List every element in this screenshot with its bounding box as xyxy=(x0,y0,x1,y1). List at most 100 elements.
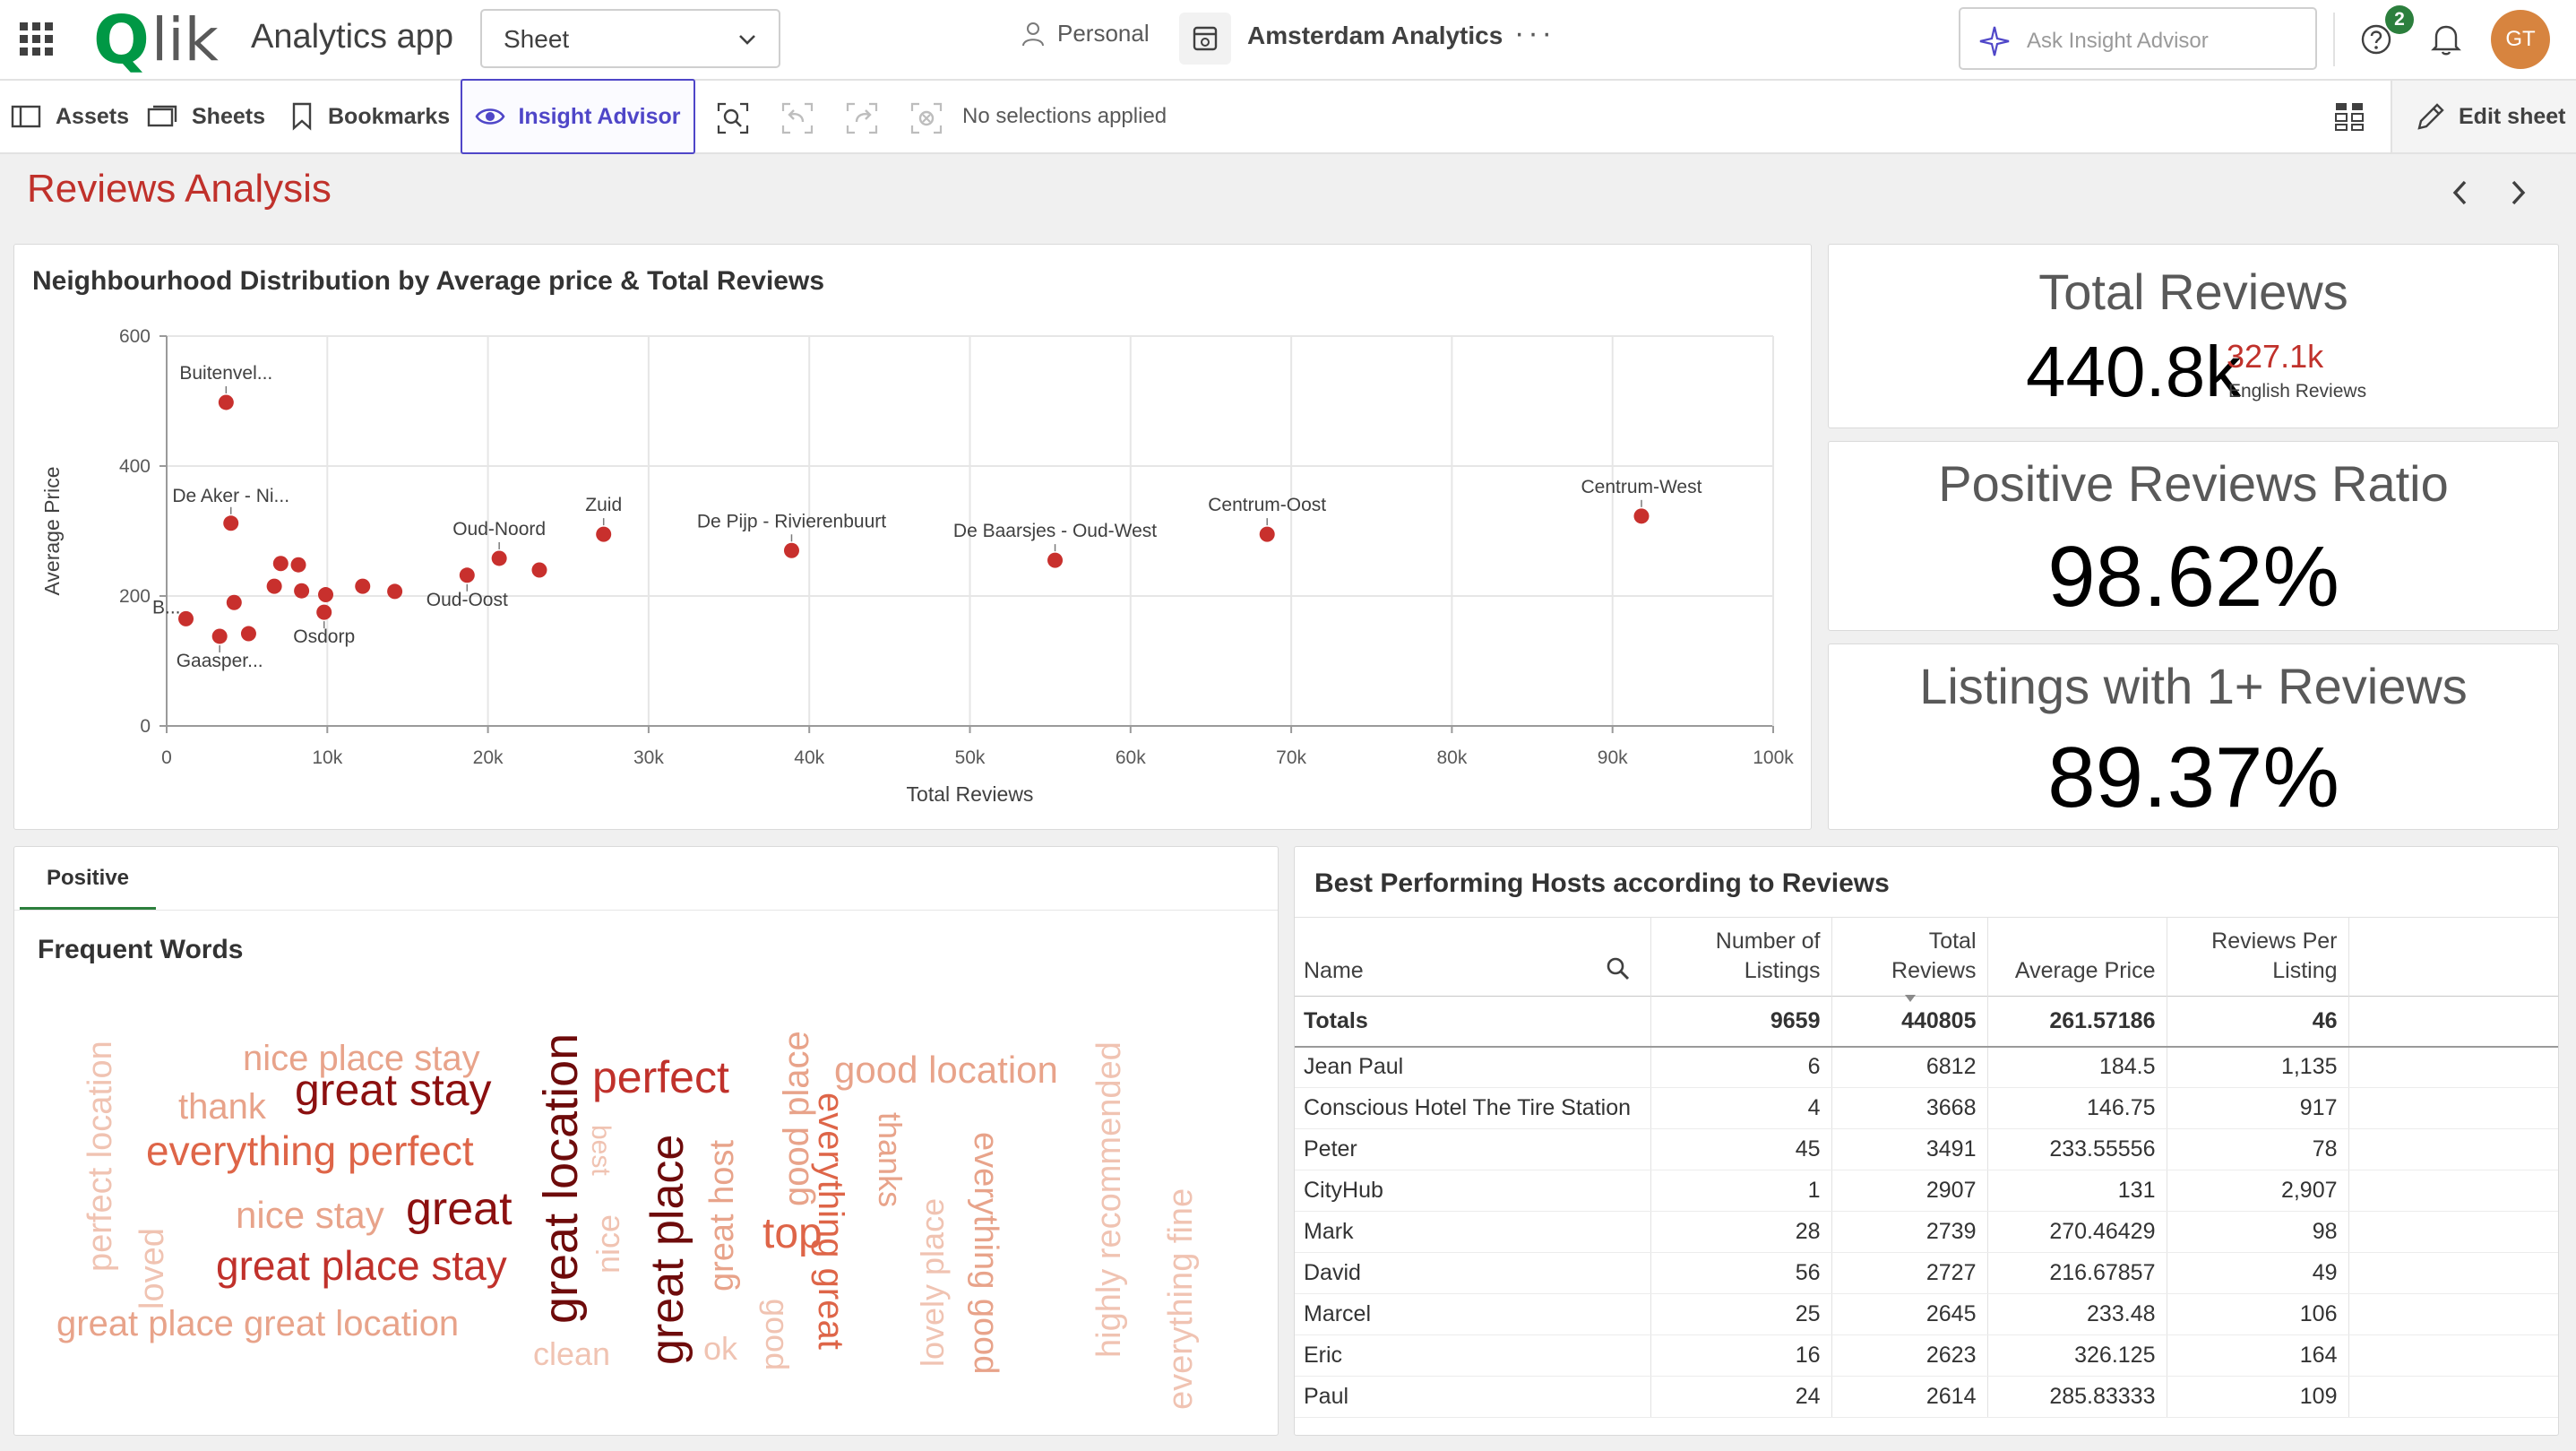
table-row[interactable]: Conscious Hotel The Tire Station 4 3668 146… xyxy=(1295,1087,2558,1129)
edit-sheet-button[interactable]: Edit sheet xyxy=(2391,81,2576,152)
table-row[interactable]: Marcel 25 2645 233.48 106 xyxy=(1295,1293,2558,1335)
smart-search-icon[interactable] xyxy=(717,102,749,134)
word-cloud-word[interactable]: lovely place xyxy=(914,1197,951,1367)
space-name[interactable]: Amsterdam Analytics xyxy=(1247,22,1503,49)
hosts-table-panel[interactable]: Best Performing Hosts according to Revie… xyxy=(1294,846,2559,1436)
scatter-point[interactable] xyxy=(1633,508,1650,524)
search-icon[interactable] xyxy=(1606,956,1631,981)
scatter-point[interactable] xyxy=(226,594,242,610)
word-cloud-word[interactable]: thanks xyxy=(872,1112,909,1208)
scatter-point[interactable] xyxy=(491,550,507,566)
word-cloud-word[interactable]: clean xyxy=(533,1335,611,1372)
cell-name[interactable]: Conscious Hotel The Tire Station xyxy=(1295,1087,1651,1129)
step-forward-icon[interactable] xyxy=(846,102,878,134)
scatter-point[interactable] xyxy=(294,583,310,599)
word-cloud-word[interactable]: everything great xyxy=(811,1093,850,1350)
word-cloud-word[interactable]: great place stay xyxy=(216,1242,507,1289)
word-cloud-word[interactable]: good xyxy=(759,1299,796,1371)
word-cloud-word[interactable]: great xyxy=(406,1183,513,1235)
cell-name[interactable]: Paul xyxy=(1295,1376,1651,1418)
avatar[interactable]: GT xyxy=(2491,10,2550,69)
scatter-point[interactable] xyxy=(783,542,799,558)
scatter-point[interactable] xyxy=(318,587,334,603)
kpi-listings-reviews[interactable]: Listings with 1+ Reviews 89.37% xyxy=(1828,643,2559,830)
scatter-point[interactable] xyxy=(459,567,475,583)
personal-space[interactable]: Personal xyxy=(1021,20,1150,48)
cell-name[interactable]: Peter xyxy=(1295,1128,1651,1170)
kpi-total-reviews[interactable]: Total Reviews 440.8k 327.1k English Revi… xyxy=(1828,244,2559,428)
sheets-button[interactable]: Sheets xyxy=(147,81,265,152)
word-cloud[interactable]: nice place stay thank great stay everything… xyxy=(14,847,1278,1435)
scatter-point[interactable] xyxy=(1259,526,1275,542)
word-cloud-panel[interactable]: Positive Frequent Words nice place stay t… xyxy=(13,846,1279,1436)
word-cloud-word[interactable]: good location xyxy=(834,1049,1058,1091)
word-cloud-word[interactable]: highly recommended xyxy=(1090,1041,1128,1358)
table-row[interactable]: David 56 2727 216.67857 49 xyxy=(1295,1252,2558,1294)
word-cloud-word[interactable]: perfect location xyxy=(82,1041,119,1272)
word-cloud-word[interactable]: great location xyxy=(534,1032,588,1324)
cell-name[interactable]: Marcel xyxy=(1295,1293,1651,1335)
cell-name[interactable]: CityHub xyxy=(1295,1170,1651,1212)
next-sheet-icon[interactable] xyxy=(2505,177,2530,208)
table-row[interactable]: CityHub 1 2907 131 2,907 xyxy=(1295,1170,2558,1212)
scatter-chart-panel[interactable]: Neighbourhood Distribution by Average pr… xyxy=(13,244,1812,830)
apps-grid-icon[interactable] xyxy=(20,22,54,56)
scatter-chart[interactable]: 0 10k 20k 30k 40k 50k 60k 70k 80k 90k 100k 0 200 400 6… xyxy=(14,245,1813,831)
cell-name[interactable]: Eric xyxy=(1295,1334,1651,1377)
word-cloud-word[interactable]: ok xyxy=(703,1330,738,1367)
column-header-reviews-per-listing[interactable]: Reviews Per Listing xyxy=(2167,917,2349,997)
table-row[interactable]: Peter 45 3491 233.55556 78 xyxy=(1295,1128,2558,1170)
assets-button[interactable]: Assets xyxy=(11,81,129,152)
word-cloud-word[interactable]: great place great location xyxy=(56,1304,460,1343)
word-cloud-word[interactable]: everything perfect xyxy=(146,1127,474,1174)
bell-icon[interactable] xyxy=(2430,22,2462,60)
scatter-point[interactable] xyxy=(211,628,228,644)
kpi-positive-ratio[interactable]: Positive Reviews Ratio 98.62% xyxy=(1828,441,2559,631)
previous-sheet-icon[interactable] xyxy=(2448,177,2473,208)
sheet-grid-icon[interactable] xyxy=(2333,100,2365,133)
scatter-point[interactable] xyxy=(223,515,239,531)
word-cloud-word[interactable]: good place xyxy=(777,1031,816,1206)
scatter-point[interactable] xyxy=(316,604,332,620)
sheet-dropdown[interactable]: Sheet xyxy=(480,9,780,68)
scatter-point[interactable] xyxy=(596,526,612,542)
more-options-icon[interactable]: ··· xyxy=(1514,16,1555,50)
cell-name[interactable]: David xyxy=(1295,1252,1651,1294)
ask-insight-advisor-input[interactable]: Ask Insight Advisor xyxy=(1959,7,2317,70)
word-cloud-word[interactable]: thank xyxy=(178,1087,266,1127)
column-header-name[interactable]: Name xyxy=(1295,917,1651,997)
word-cloud-word[interactable]: great place xyxy=(642,1134,694,1365)
scatter-point[interactable] xyxy=(387,583,403,600)
scatter-point[interactable] xyxy=(178,610,194,626)
word-cloud-word[interactable]: top xyxy=(762,1210,823,1257)
scatter-point[interactable] xyxy=(266,578,282,594)
scatter-point[interactable] xyxy=(290,557,306,573)
clear-selections-icon[interactable] xyxy=(910,102,943,134)
word-cloud-word[interactable]: nice place stay xyxy=(243,1039,480,1078)
word-cloud-word[interactable]: nice stay xyxy=(236,1194,384,1236)
table-row[interactable]: Eric 16 2623 326.125 164 xyxy=(1295,1334,2558,1377)
table-row[interactable]: Paul 24 2614 285.83333 109 xyxy=(1295,1376,2558,1418)
word-cloud-word[interactable]: great stay xyxy=(295,1065,492,1115)
column-header-total-reviews[interactable]: Total Reviews xyxy=(1831,917,1988,1002)
scatter-point[interactable] xyxy=(272,556,289,572)
column-header-average-price[interactable]: Average Price xyxy=(1987,917,2167,997)
word-cloud-word[interactable]: great host xyxy=(703,1140,741,1291)
scatter-point[interactable] xyxy=(218,394,234,410)
tab-positive[interactable]: Positive xyxy=(20,847,156,910)
word-cloud-word[interactable]: nice xyxy=(590,1213,626,1274)
scatter-point[interactable] xyxy=(240,626,256,642)
cell-name[interactable]: Mark xyxy=(1295,1211,1651,1253)
help-icon[interactable] xyxy=(2360,23,2392,60)
table-row[interactable]: Jean Paul 6 6812 184.5 1,135 xyxy=(1295,1046,2558,1088)
table-row[interactable]: Mark 28 2739 270.46429 98 xyxy=(1295,1211,2558,1253)
scatter-point[interactable] xyxy=(1047,552,1064,568)
bookmarks-button[interactable]: Bookmarks xyxy=(290,81,450,152)
word-cloud-word[interactable]: everything fine xyxy=(1162,1188,1200,1410)
step-back-icon[interactable] xyxy=(781,102,814,134)
insight-advisor-button[interactable]: Insight Advisor xyxy=(461,79,695,154)
column-header-listings[interactable]: Number of Listings xyxy=(1650,917,1832,997)
word-cloud-word[interactable]: everything good xyxy=(967,1132,1004,1375)
scatter-point[interactable] xyxy=(531,562,547,578)
